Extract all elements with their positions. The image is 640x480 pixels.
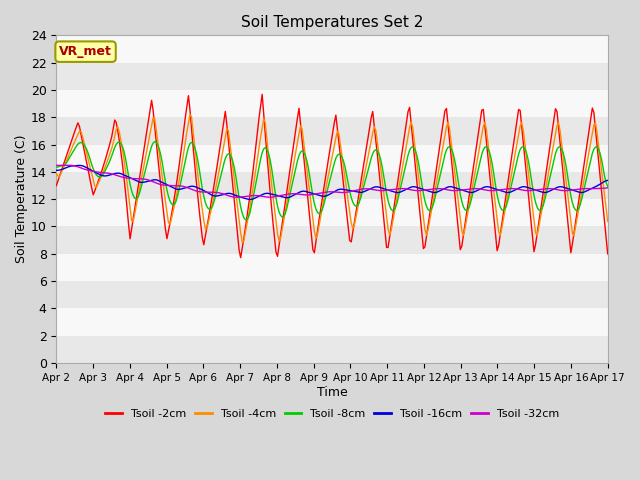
Bar [56, 199, 608, 227]
Bar [56, 117, 608, 144]
Bar [56, 254, 608, 281]
Text: VR_met: VR_met [59, 45, 112, 58]
Bar [56, 36, 608, 63]
Bar [56, 281, 608, 309]
Bar [56, 309, 608, 336]
Bar [56, 336, 608, 363]
X-axis label: Time: Time [317, 385, 348, 398]
Bar [56, 63, 608, 90]
Bar [56, 172, 608, 199]
Y-axis label: Soil Temperature (C): Soil Temperature (C) [15, 135, 28, 264]
Legend: Tsoil -2cm, Tsoil -4cm, Tsoil -8cm, Tsoil -16cm, Tsoil -32cm: Tsoil -2cm, Tsoil -4cm, Tsoil -8cm, Tsoi… [101, 404, 563, 423]
Bar [56, 144, 608, 172]
Bar [56, 227, 608, 254]
Bar [56, 90, 608, 117]
Title: Soil Temperatures Set 2: Soil Temperatures Set 2 [241, 15, 423, 30]
